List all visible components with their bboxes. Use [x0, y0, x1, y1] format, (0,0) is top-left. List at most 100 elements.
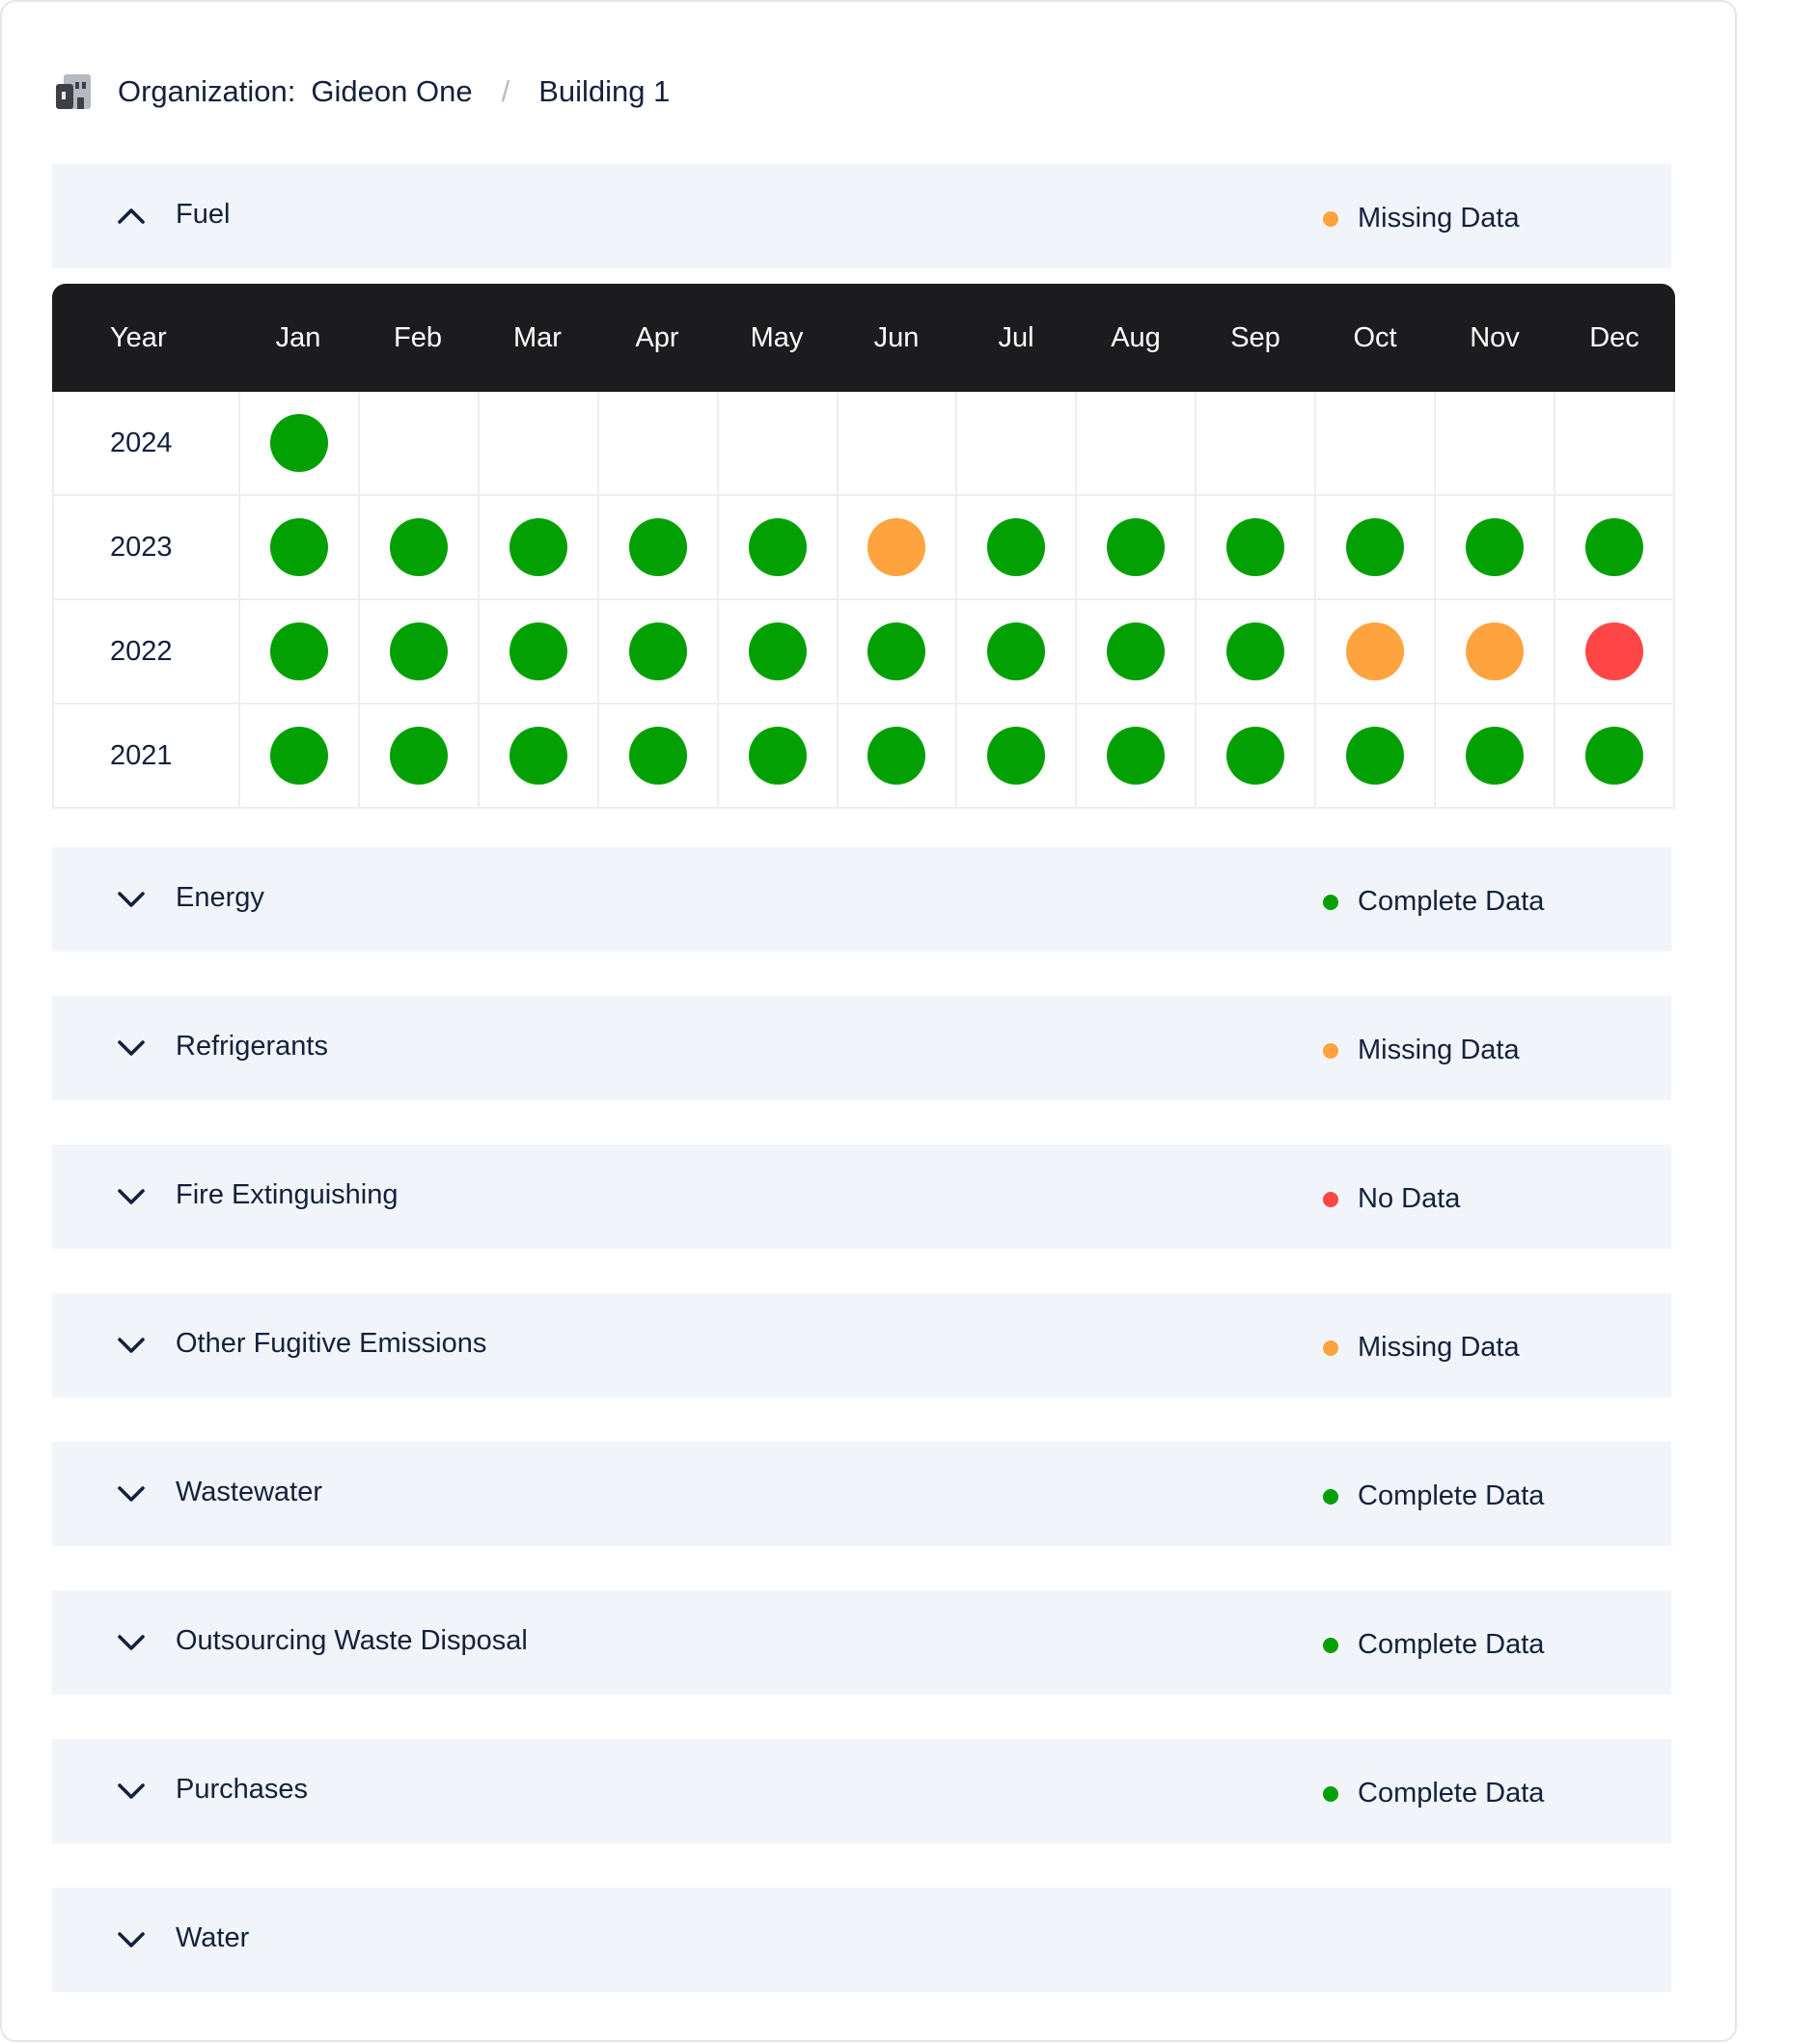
section-fuel[interactable]: Fuel Missing Data — [52, 164, 1671, 268]
section-wastewater[interactable]: Wastewater Complete Data — [52, 1442, 1671, 1546]
section-purchases[interactable]: Purchases Complete Data — [52, 1739, 1671, 1843]
column-header-month: Feb — [394, 321, 442, 353]
section-title: Energy — [176, 882, 264, 913]
status-indicator-complete[interactable] — [987, 727, 1046, 785]
month-cell — [1555, 600, 1675, 703]
status-indicator-complete[interactable] — [1585, 518, 1644, 576]
section-refrigerants[interactable]: Refrigerants Missing Data — [52, 996, 1671, 1100]
column-header-month: Nov — [1470, 321, 1520, 353]
month-cell — [1316, 704, 1437, 807]
breadcrumb-organization[interactable]: Gideon One — [311, 74, 473, 108]
status-badge: Missing Data — [1323, 1332, 1520, 1364]
status-indicator-complete[interactable] — [748, 622, 807, 680]
section-other-fugitive-emissions[interactable]: Other Fugitive Emissions Missing Data — [52, 1293, 1671, 1397]
section-outsourcing-waste-disposal[interactable]: Outsourcing Waste Disposal Complete Data — [52, 1590, 1671, 1695]
table-row: 2024 — [52, 392, 1675, 496]
chevron-down-icon[interactable] — [116, 1924, 147, 1955]
section-water[interactable]: Water — [52, 1888, 1671, 1992]
status-indicator-complete[interactable] — [1466, 727, 1525, 785]
status-badge: Complete Data — [1323, 1480, 1544, 1512]
column-header-year: Year — [110, 321, 167, 353]
status-indicator-complete[interactable] — [867, 727, 926, 785]
chevron-up-icon[interactable] — [116, 201, 147, 232]
status-indicator-complete[interactable] — [1466, 518, 1525, 576]
chevron-down-icon[interactable] — [116, 884, 147, 915]
status-indicator-complete[interactable] — [987, 518, 1046, 576]
status-indicator-complete[interactable] — [867, 622, 926, 680]
table-row: 2022 — [52, 600, 1675, 704]
breadcrumb-separator: / — [501, 74, 510, 108]
month-cell — [240, 600, 360, 703]
year-cell: 2023 — [54, 496, 240, 598]
column-header-month: Oct — [1353, 321, 1397, 353]
building-icon — [54, 72, 93, 111]
section-title: Fire Extinguishing — [176, 1179, 399, 1210]
status-dot — [1323, 1637, 1338, 1653]
status-label: Complete Data — [1358, 1480, 1545, 1511]
status-indicator-complete[interactable] — [389, 518, 448, 576]
month-cell — [480, 392, 599, 494]
status-indicator-complete[interactable] — [748, 518, 807, 576]
section-energy[interactable]: Energy Complete Data — [52, 847, 1671, 952]
status-indicator-complete[interactable] — [509, 622, 567, 680]
month-cell — [1077, 704, 1197, 807]
status-indicator-complete[interactable] — [1226, 622, 1285, 680]
status-indicator-complete[interactable] — [269, 518, 328, 576]
month-cell — [1316, 496, 1437, 598]
column-header-month: May — [750, 321, 804, 353]
section-title: Other Fugitive Emissions — [176, 1328, 487, 1359]
status-indicator-complete[interactable] — [389, 622, 448, 680]
status-indicator-missing[interactable] — [1466, 622, 1525, 680]
section-fire-extinguishing[interactable]: Fire Extinguishing No Data — [52, 1145, 1671, 1249]
status-indicator-complete[interactable] — [509, 518, 567, 576]
chevron-down-icon[interactable] — [116, 1033, 147, 1063]
status-indicator-complete[interactable] — [389, 727, 448, 785]
status-indicator-complete[interactable] — [628, 518, 687, 576]
status-label: No Data — [1358, 1183, 1461, 1214]
status-indicator-complete[interactable] — [1107, 727, 1166, 785]
chevron-down-icon[interactable] — [116, 1776, 147, 1807]
chevron-down-icon[interactable] — [116, 1627, 147, 1658]
status-indicator-complete[interactable] — [1585, 727, 1644, 785]
chevron-down-icon[interactable] — [116, 1478, 147, 1509]
status-dot — [1323, 1042, 1338, 1059]
status-label: Missing Data — [1358, 1035, 1520, 1065]
month-cell — [1197, 600, 1317, 703]
status-indicator-complete[interactable] — [1226, 727, 1285, 785]
status-label: Complete Data — [1358, 1778, 1545, 1809]
status-indicator-complete[interactable] — [509, 727, 567, 785]
status-dot — [1323, 1488, 1338, 1505]
status-indicator-complete[interactable] — [1346, 518, 1405, 576]
status-indicator-missing[interactable] — [1346, 622, 1405, 680]
status-indicator-complete[interactable] — [1346, 727, 1405, 785]
status-badge: Missing Data — [1323, 203, 1520, 235]
status-indicator-complete[interactable] — [987, 622, 1046, 680]
chevron-down-icon[interactable] — [116, 1181, 147, 1212]
month-cell — [1197, 392, 1317, 494]
column-header-month: Jan — [275, 321, 321, 353]
status-indicator-complete[interactable] — [1107, 622, 1166, 680]
status-dot — [1323, 1191, 1338, 1207]
month-cell — [957, 600, 1078, 703]
status-indicator-complete[interactable] — [269, 414, 328, 472]
status-indicator-complete[interactable] — [628, 622, 687, 680]
section-title: Outsourcing Waste Disposal — [176, 1625, 528, 1656]
month-cell — [360, 496, 480, 598]
status-indicator-missing[interactable] — [867, 518, 926, 576]
status-indicator-none[interactable] — [1585, 622, 1644, 680]
column-header-month: Dec — [1589, 321, 1639, 353]
chevron-down-icon[interactable] — [116, 1330, 147, 1361]
status-indicator-complete[interactable] — [269, 727, 328, 785]
status-indicator-complete[interactable] — [1226, 518, 1285, 576]
status-indicator-complete[interactable] — [628, 727, 687, 785]
status-badge: Complete Data — [1323, 1629, 1544, 1661]
status-indicator-complete[interactable] — [748, 727, 807, 785]
status-label: Complete Data — [1358, 886, 1545, 917]
month-cell — [599, 600, 719, 703]
status-badge: Complete Data — [1323, 1778, 1544, 1809]
section-title: Water — [176, 1922, 250, 1953]
status-label: Missing Data — [1358, 203, 1520, 234]
status-indicator-complete[interactable] — [269, 622, 328, 680]
status-indicator-complete[interactable] — [1107, 518, 1166, 576]
month-cell — [1077, 600, 1197, 703]
